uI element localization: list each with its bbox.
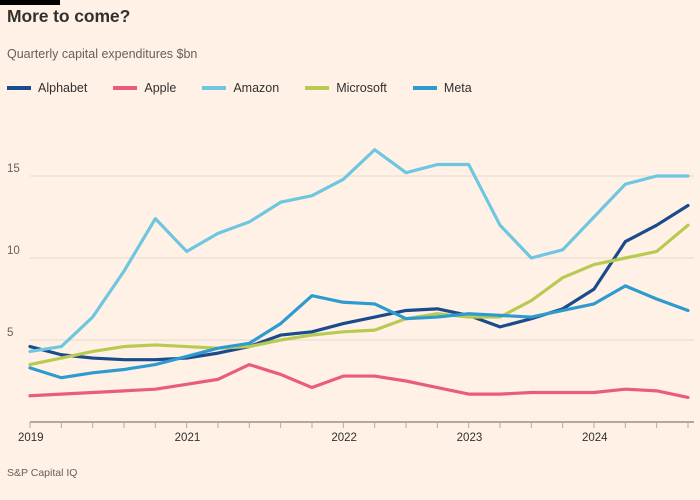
- series-line-alphabet: [28, 203, 690, 362]
- legend-item-amazon[interactable]: Amazon: [202, 81, 279, 95]
- x-axis-tick-label: 2022: [331, 432, 357, 444]
- legend-swatch-icon: [7, 86, 31, 90]
- y-axis-tick-label: 15: [7, 163, 20, 175]
- legend-item-label: Alphabet: [38, 81, 88, 95]
- legend-swatch-icon: [305, 86, 330, 90]
- series-line-meta: [28, 284, 690, 380]
- x-axis-tick-label: 2021: [174, 432, 201, 444]
- chart-subtitle: Quarterly capital expenditures $bn: [7, 47, 198, 61]
- legend-item-microsoft[interactable]: Microsoft: [305, 81, 387, 95]
- legend-swatch-icon: [412, 86, 437, 90]
- series-line-amazon: [28, 148, 690, 354]
- x-axis-tick-label: 2019: [18, 432, 44, 444]
- legend-swatch-icon: [113, 86, 138, 90]
- legend-item-meta[interactable]: Meta: [412, 81, 472, 95]
- legend-item-alphabet[interactable]: Alphabet: [7, 81, 87, 95]
- chart-source: S&P Capital IQ: [7, 467, 78, 479]
- y-axis-tick-label: 10: [7, 245, 20, 257]
- legend-item-label: Microsoft: [336, 81, 387, 95]
- chart-legend: Alphabet Apple Amazon Microsoft Meta: [7, 80, 498, 96]
- legend-item-label: Meta: [443, 81, 472, 95]
- x-axis-tick-label: 2023: [456, 432, 483, 444]
- y-axis-tick-label: 5: [7, 327, 14, 339]
- legend-item-label: Apple: [144, 81, 177, 95]
- page-title: More to come?: [7, 6, 131, 26]
- top-rule-decoration: [0, 0, 60, 5]
- legend-swatch-icon: [202, 86, 227, 90]
- legend-item-label: Amazon: [233, 81, 280, 95]
- series-line-apple: [28, 363, 690, 399]
- legend-item-apple[interactable]: Apple: [113, 81, 176, 95]
- x-axis-tick-label: 2024: [582, 432, 608, 444]
- series-line-microsoft: [28, 223, 690, 367]
